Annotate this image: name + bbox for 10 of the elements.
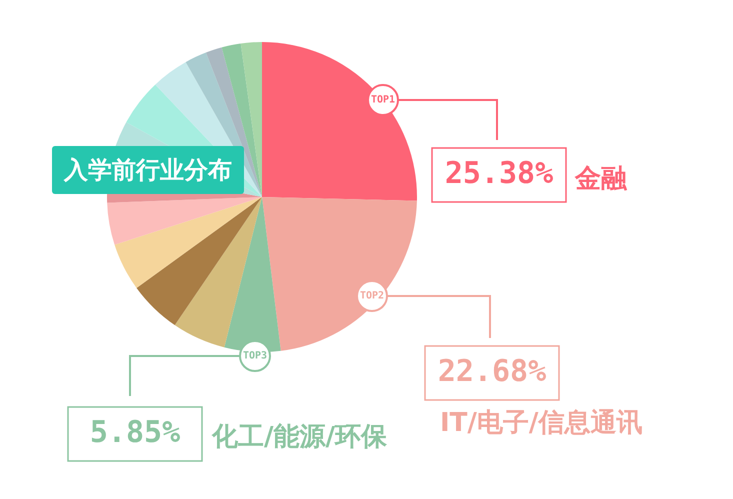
data-label: 25.38% (444, 156, 554, 191)
text: TOP2 (360, 290, 384, 302)
slice-label: 化工/能源/环保 (211, 422, 388, 452)
text: 入学前行业分布 (52, 146, 244, 194)
slice-label: 金融 (574, 164, 628, 194)
text: TOP1 (370, 94, 396, 106)
data-label: 22.68% (438, 354, 546, 389)
text: TOP3 (242, 350, 268, 362)
data-label: 5.85% (90, 414, 180, 450)
slice-label: IT/电子/信息通讯 (440, 408, 642, 438)
